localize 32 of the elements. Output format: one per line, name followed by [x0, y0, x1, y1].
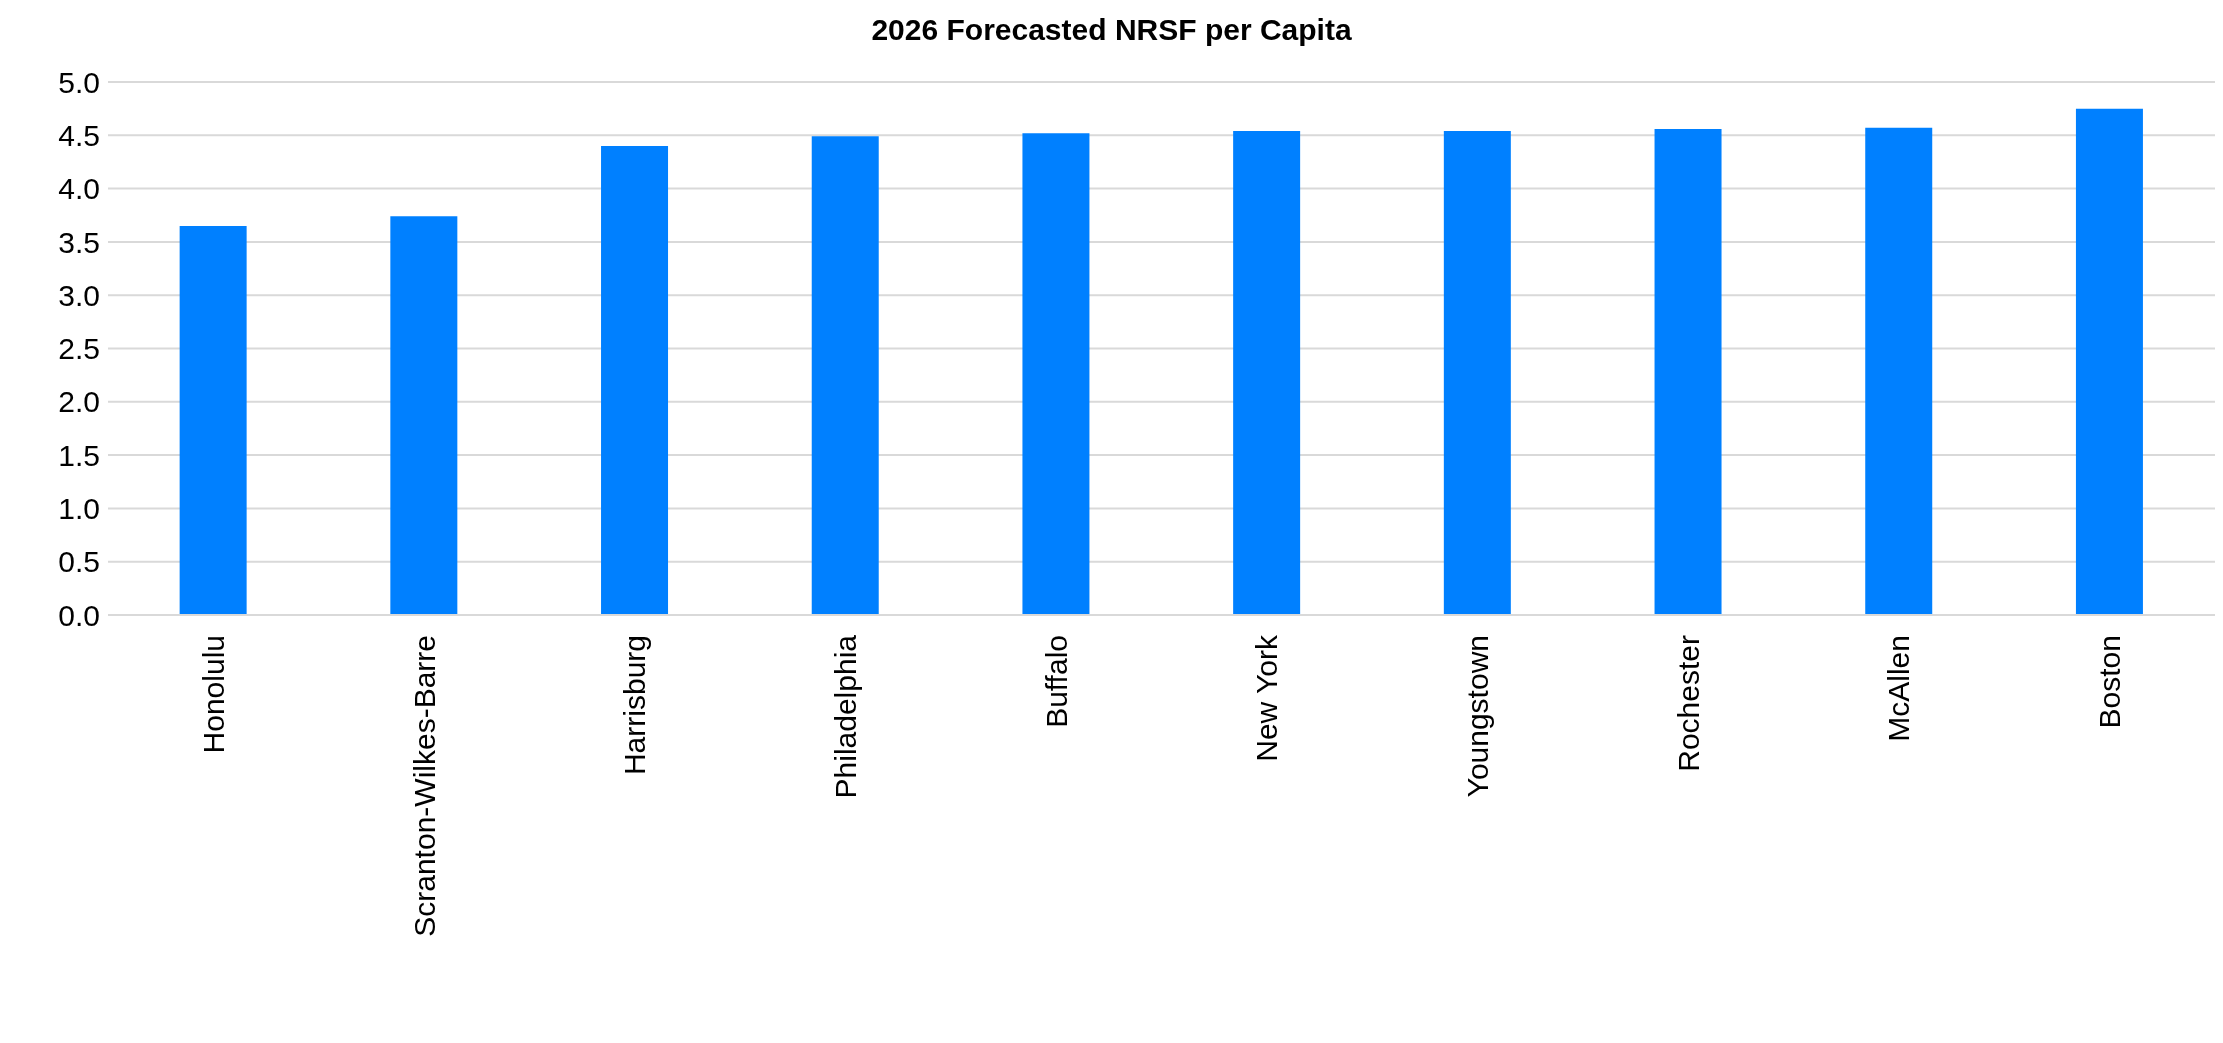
- bar: [1022, 133, 1090, 615]
- bar: [2075, 108, 2143, 615]
- y-tick-label: 4.5: [58, 118, 100, 152]
- x-tick-label: Philadelphia: [828, 634, 862, 799]
- x-tick-label: Youngstown: [1461, 635, 1495, 798]
- y-tick-label: 1.0: [58, 492, 100, 526]
- x-tick-label: New York: [1250, 634, 1284, 762]
- y-tick-label: 0.0: [58, 598, 100, 632]
- x-tick-label: Buffalo: [1039, 635, 1073, 728]
- y-tick-label: 0.5: [58, 545, 100, 579]
- y-tick-label: 2.5: [58, 332, 100, 366]
- bar: [390, 216, 458, 615]
- bar: [1654, 128, 1722, 615]
- bar: [179, 225, 247, 615]
- x-tick-label: Harrisburg: [618, 635, 652, 776]
- bar: [811, 136, 879, 615]
- y-tick-label: 5.0: [58, 65, 100, 99]
- bar: [1865, 127, 1933, 615]
- x-tick-label: Boston: [2093, 635, 2127, 729]
- x-tick-label: Rochester: [1671, 635, 1705, 772]
- bar: [601, 145, 669, 615]
- y-tick-label: 3.5: [58, 225, 100, 259]
- bar: [1233, 131, 1301, 615]
- y-tick-label: 1.5: [58, 438, 100, 472]
- y-tick-label: 3.0: [58, 278, 100, 312]
- chart-title: 2026 Forecasted NRSF per Capita: [870, 12, 1353, 48]
- x-tick-label: Scranton-Wilkes-Barre: [407, 635, 441, 937]
- x-tick-label: McAllen: [1882, 635, 1916, 742]
- y-tick-label: 4.0: [58, 172, 100, 206]
- bar: [1443, 131, 1511, 615]
- x-tick-label: Honolulu: [196, 635, 230, 754]
- y-tick-label: 2.0: [58, 385, 100, 419]
